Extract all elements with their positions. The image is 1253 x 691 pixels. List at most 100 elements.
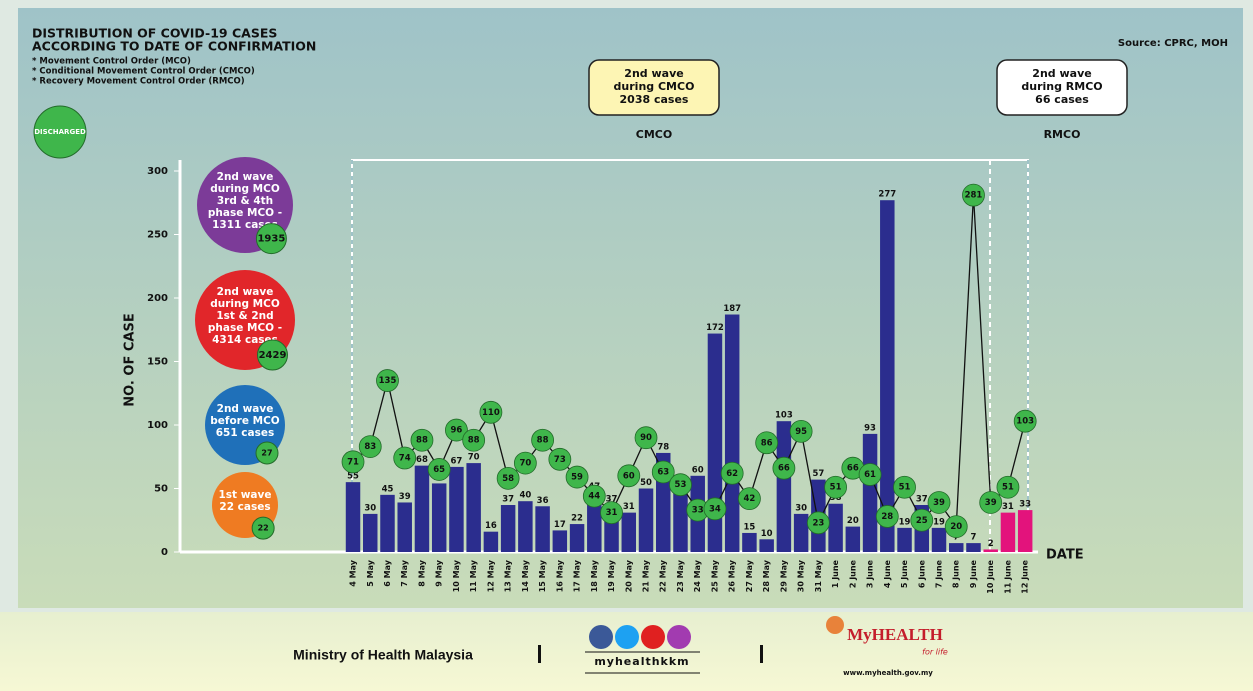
- bar: [983, 549, 998, 552]
- bar: [931, 527, 947, 552]
- wave-label: 4314 cases: [212, 334, 278, 346]
- bar: [949, 543, 964, 552]
- y-axis-label: NO. OF CASE: [123, 313, 138, 406]
- discharged-label: 66: [847, 464, 859, 474]
- bar: [431, 483, 447, 552]
- discharged-badge: [910, 508, 934, 532]
- bar-label: 2: [988, 539, 994, 549]
- discharged-label: 135: [379, 376, 397, 386]
- x-tick-label: 7 June: [935, 559, 944, 588]
- x-tick-label: 9 May: [435, 559, 444, 586]
- bar: [535, 506, 550, 552]
- note: * Movement Control Order (MCO): [32, 57, 191, 67]
- x-tick-label: 12 June: [1021, 559, 1030, 593]
- discharged-badge: [548, 447, 572, 471]
- x-tick-label: 31 May: [814, 559, 823, 592]
- x-tick-label: 11 May: [469, 559, 478, 592]
- note: * Conditional Movement Control Order (CM…: [32, 67, 255, 77]
- logo: MyHEALTH: [847, 625, 943, 644]
- bar-label: 30: [795, 503, 807, 513]
- logo-mark: [826, 616, 844, 634]
- bar-label: 30: [364, 503, 376, 513]
- bar: [1000, 512, 1016, 552]
- wave-label: 1st wave: [219, 489, 272, 501]
- discharged-label: 34: [709, 504, 721, 514]
- phase-name: RMCO: [1044, 128, 1081, 141]
- discharged-label: 66: [778, 464, 790, 474]
- wave-badge-value: 2429: [259, 350, 287, 361]
- x-tick-label: 21 May: [642, 559, 651, 592]
- social-icon: [589, 625, 613, 649]
- bar-label: 40: [519, 491, 531, 501]
- wave-label: phase MCO -: [208, 322, 282, 334]
- social-icon: [667, 625, 691, 649]
- bar: [759, 539, 774, 552]
- x-tick-label: 10 May: [452, 559, 461, 592]
- y-tick-label: 50: [154, 484, 168, 495]
- x-tick-label: 30 May: [797, 559, 806, 592]
- phase-box-text: during RMCO: [1021, 80, 1102, 93]
- x-tick-label: 15 May: [538, 559, 547, 592]
- discharged-label: 90: [640, 433, 652, 443]
- discharged-label: 65: [433, 465, 445, 475]
- discharged-label: 39: [933, 498, 945, 508]
- wave-label: 1st & 2nd: [216, 310, 273, 322]
- x-tick-label: 13 May: [504, 559, 513, 592]
- bar: [518, 501, 533, 552]
- discharged-label: 103: [1016, 417, 1034, 427]
- wave-label: during MCO: [210, 298, 280, 310]
- discharged-label: 58: [502, 474, 514, 484]
- bar-label: 187: [723, 304, 741, 314]
- bar-label: 45: [382, 484, 394, 494]
- discharged-label: 39: [985, 498, 997, 508]
- wave-label: 2nd wave: [217, 403, 274, 415]
- bar: [724, 314, 740, 552]
- x-tick-label: 18 May: [590, 559, 599, 592]
- discharged-badge: [806, 511, 830, 535]
- discharged-label: 281: [965, 191, 983, 201]
- bar: [707, 333, 723, 552]
- bar-label: 22: [571, 514, 583, 524]
- content: DISTRIBUTION OF COVID-19 CASESACCORDING …: [32, 26, 1228, 678]
- discharged-label: 95: [795, 427, 807, 437]
- wave-label: during MCO: [210, 183, 280, 195]
- x-tick-label: 8 May: [417, 559, 426, 586]
- discharged-label: 73: [554, 455, 566, 465]
- x-tick-label: 4 June: [883, 559, 892, 588]
- bar-label: 93: [864, 423, 876, 433]
- bar-label: 277: [878, 190, 896, 200]
- bar-label: 10: [761, 529, 773, 539]
- wave-label: phase MCO -: [208, 207, 282, 219]
- discharged-badge: [703, 497, 727, 521]
- x-tick-label: 5 May: [366, 559, 375, 586]
- bar: [845, 526, 861, 552]
- phase-box: [588, 59, 720, 116]
- x-tick-label: 4 May: [349, 559, 358, 586]
- bar-label: 37: [916, 495, 928, 505]
- discharged-label: 110: [482, 408, 500, 418]
- discharged-label: 28: [881, 512, 893, 522]
- discharged-badge: [755, 431, 779, 455]
- bar: [345, 482, 361, 552]
- y-tick-label: 200: [147, 293, 168, 304]
- discharged-label: 23: [812, 518, 824, 528]
- discharged-label: 62: [726, 469, 738, 479]
- phase-box-text: 66 cases: [1035, 93, 1089, 106]
- x-tick-label: 1 June: [831, 559, 840, 588]
- phase-name: CMCO: [636, 128, 672, 141]
- ministry: Ministry of Health Malaysia: [293, 647, 473, 663]
- discharged-label: 60: [623, 471, 635, 481]
- discharged-label: 70: [519, 459, 531, 469]
- discharged-badge: [996, 475, 1020, 499]
- bar: [569, 524, 585, 552]
- discharged-label: 51: [1002, 483, 1014, 493]
- x-tick-label: 17 May: [573, 559, 582, 592]
- bar-label: 103: [775, 411, 793, 421]
- bar: [552, 530, 568, 552]
- bar-label: 17: [554, 520, 566, 530]
- y-tick-label: 0: [161, 547, 168, 558]
- bar-label: 39: [399, 492, 411, 502]
- discharged-label: 88: [468, 436, 480, 446]
- x-tick-label: 28 May: [762, 559, 771, 592]
- phase-box-text: during CMCO: [614, 80, 695, 93]
